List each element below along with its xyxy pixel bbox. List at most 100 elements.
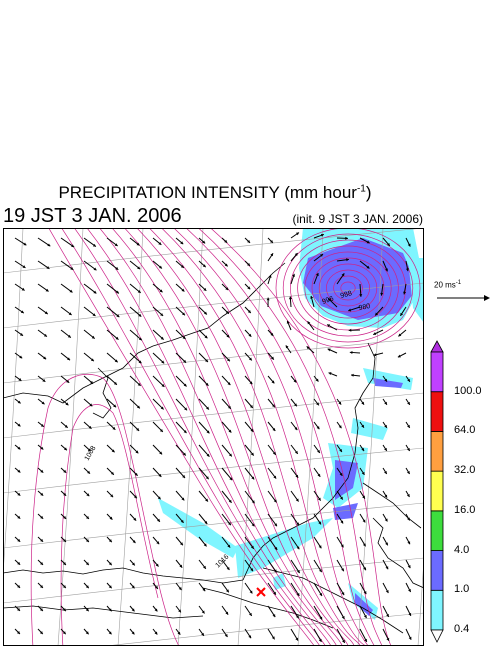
isobar-low [275,228,421,349]
isobar [209,228,392,646]
wind-vector-head [206,406,209,410]
wind-vector [336,628,346,644]
wind-vector-head [93,267,97,271]
wind-vector-head [296,592,300,596]
wind-vector-head [295,637,299,641]
wind-vector-head [268,274,272,278]
wind-vector-head [178,609,181,613]
wind-vector-head [201,632,204,636]
wind-vector-head [138,337,142,341]
wind-vector-head [385,268,388,272]
wind-vector-head [295,474,299,478]
wind-vector-head [159,451,163,455]
wind-vector-head [40,469,44,473]
wind-vector-head [63,562,66,565]
wind-vector-head [248,357,252,361]
wind-vector-head [251,476,255,480]
precip-patch [235,518,333,578]
wind-vector-head [115,336,119,340]
wind-vector-head [405,268,409,272]
wind-vector-head [183,383,187,387]
wind-vector-head [161,384,165,387]
wind-vector-head [340,544,344,548]
location-marker [256,587,266,597]
wind-vector-head [92,243,96,247]
wind-vector-head [361,401,365,405]
wind-vector-head [318,521,322,525]
wind-vector-head [202,264,206,268]
grid-parallel [3,228,424,274]
wind-vector-head [227,382,231,386]
wind-vector-head [17,423,21,427]
wind-vector-head [158,265,162,269]
wind-vector-head [136,427,140,431]
wind-vector-head [132,540,136,544]
wind-vector-head [386,242,390,246]
wind-vector-head [407,565,411,569]
isobar [111,228,343,646]
wind-vector-head [63,515,67,519]
wind-vector-head [47,243,51,247]
wind-vector-head [348,328,352,332]
wind-vector-head [205,359,208,363]
wind-vector-head [271,636,275,640]
wind-vector-head [86,493,90,497]
wind-vector-head [19,355,23,359]
wind-vector-head [137,382,141,386]
wind-vector-head [39,631,43,635]
wind-vector-head [327,348,331,352]
wind-vector-head [250,428,254,432]
isobar-low [311,257,385,319]
wind-vector-head [180,542,183,546]
wind-vector-head [85,562,89,566]
wind-vector-head [63,492,67,496]
colorbar-level-label: 0.4 [454,623,470,635]
grid-meridian [417,554,424,646]
wind-vector-head [362,543,366,547]
wind-vector-head [62,608,66,612]
wind-vector-head [407,517,410,521]
wind-vector-head [205,382,209,386]
wind-vector-head [131,608,135,612]
chart-title: PRECIPITATION INTENSITY (mm hour-1) [0,183,430,203]
wind-vector-head [17,469,21,473]
wind-vector-head [63,539,66,542]
isobar-low [304,251,392,325]
wind-vector-head [65,402,69,406]
wind-vector-head [178,587,182,591]
wind-vector-head [226,589,229,593]
wind-vector-head [182,475,186,478]
wind-vector-head [226,334,230,338]
wind-vector-head [17,400,21,404]
colorbar-level-label: 4.0 [454,543,470,556]
wind-vector-head [384,494,388,498]
wind-vector-head [67,357,71,361]
wind-vector-head [319,569,322,573]
wind-vector-head [247,286,251,290]
wind-vector-head [384,378,388,382]
wind-vector-head [386,613,389,617]
wind-vector-head [70,267,74,270]
wind-vector-head [385,590,389,594]
marker-stroke [256,587,266,597]
wind-vector-head [91,335,95,339]
wind-vector-head [270,240,273,243]
wind-vector-head [316,402,319,406]
wind-vector-head [225,310,229,314]
wind-vector-head [224,239,228,243]
wind-vector-head [342,639,345,643]
wind-vector-head [385,542,388,546]
wind-vector-head [161,360,165,364]
wind-vector-head [17,492,21,496]
wind-vector-head [286,320,290,324]
grid-parallel [3,337,424,384]
wind-vector-head [203,565,206,569]
wind-vector-head [366,240,370,244]
reference-vector: 20 ms-1 [434,280,494,308]
wind-vector-head [296,522,299,526]
wind-vector-head [407,378,410,382]
wind-vector-head [340,520,344,524]
colorbar-under-triangle [430,629,444,643]
colorbar-level-label: 16.0 [454,503,476,516]
wind-vector-head [318,638,322,642]
